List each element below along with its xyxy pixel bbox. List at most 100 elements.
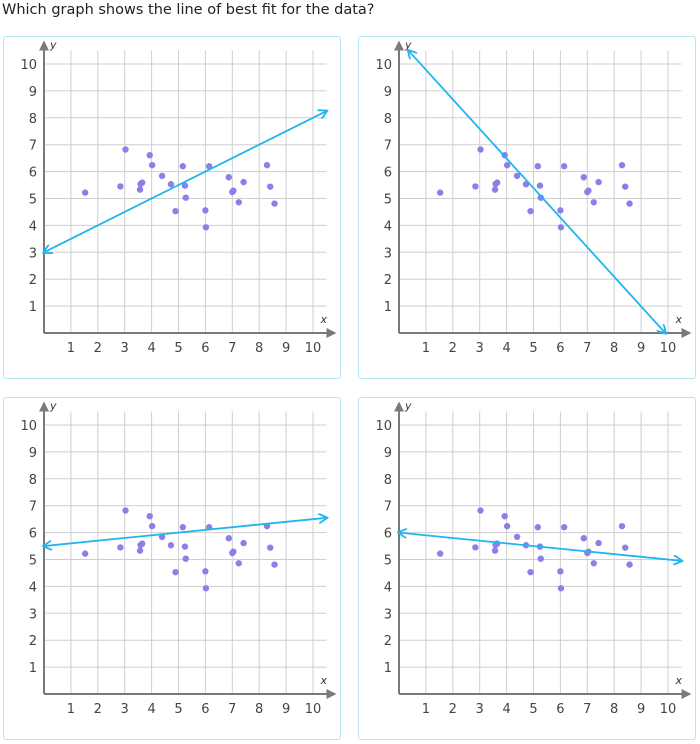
data-point: [472, 183, 479, 190]
data-point: [477, 507, 484, 514]
fit-line: [408, 51, 665, 333]
x-tick-label: 4: [147, 702, 155, 717]
y-tick-label: 8: [29, 112, 37, 127]
y-tick-label: 7: [384, 139, 392, 154]
data-point: [477, 146, 484, 153]
data-point: [585, 187, 592, 194]
data-point: [81, 189, 89, 196]
data-point: [202, 224, 210, 231]
data-point: [527, 207, 534, 215]
data-point: [560, 163, 568, 170]
y-tick-label: 8: [384, 473, 392, 488]
x-tick-label: 10: [305, 341, 322, 356]
data-point: [182, 194, 189, 201]
x-tick-label: 10: [660, 341, 677, 356]
data-point: [179, 163, 187, 170]
x-axis-label: x: [319, 313, 327, 326]
x-tick-label: 5: [174, 341, 182, 356]
y-tick-label: 6: [384, 166, 392, 181]
data-point: [138, 540, 146, 547]
x-axis-label: x: [674, 674, 682, 687]
y-tick-label: 6: [29, 166, 37, 181]
data-point: [202, 207, 209, 214]
data-point: [501, 512, 508, 520]
y-tick-label: 5: [384, 193, 392, 208]
y-tick-label: 9: [29, 85, 37, 100]
data-point: [240, 178, 247, 186]
y-tick-label: 3: [384, 246, 392, 261]
y-tick-label: 9: [384, 85, 392, 100]
answer-option-2[interactable]: 1 2 3 4 5 6 7 8 9 10 1 2 3 4 5 6 7 8 9 10 x y: [358, 36, 696, 379]
y-tick-label: 7: [29, 500, 37, 515]
data-point: [202, 585, 210, 592]
y-tick-label: 2: [384, 634, 392, 649]
data-point: [580, 535, 588, 542]
y-tick-label: 6: [29, 527, 37, 542]
y-tick-label: 4: [384, 219, 392, 234]
y-axis-label: y: [404, 39, 412, 52]
data-point: [136, 547, 144, 554]
data-point: [225, 535, 233, 542]
data-point: [117, 183, 124, 190]
data-point: [158, 172, 166, 180]
x-tick-label: 3: [121, 702, 129, 717]
y-tick-label: 1: [29, 661, 37, 676]
data-point: [557, 207, 564, 214]
x-tick-label: 7: [583, 702, 591, 717]
data-point: [534, 524, 542, 531]
data-point: [81, 550, 89, 557]
x-axis-label: x: [319, 674, 327, 687]
answer-option-3[interactable]: 1 2 3 4 5 6 7 8 9 10 1 2 3 4 5 6 7 8 9 10 x y: [3, 397, 341, 740]
data-point: [590, 560, 597, 567]
x-tick-label: 2: [449, 702, 457, 717]
x-tick-label: 2: [94, 702, 102, 717]
data-point: [167, 181, 175, 188]
data-point: [618, 522, 626, 530]
x-tick-label: 1: [422, 341, 430, 356]
question-text: Which graph shows the line of best fit f…: [2, 2, 375, 18]
answer-option-1[interactable]: 1 2 3 4 5 6 7 8 9 10 1 2 3 4 5 6 7 8 9 10 x y: [3, 36, 341, 379]
data-point: [622, 183, 629, 190]
y-axis-label: y: [49, 39, 57, 52]
y-tick-label: 9: [384, 446, 392, 461]
y-tick-label: 2: [384, 273, 392, 288]
x-tick-label: 4: [147, 341, 155, 356]
x-tick-label: 8: [610, 702, 618, 717]
data-point: [436, 189, 444, 196]
chart-1: 1 2 3 4 5 6 7 8 9 10 1 2 3 4 5 6 7 8 9 10 x y: [20, 39, 337, 356]
y-tick-label: 2: [29, 634, 37, 649]
x-tick-label: 2: [449, 341, 457, 356]
y-axis-label: y: [49, 400, 57, 413]
data-point: [235, 199, 242, 206]
data-point: [557, 585, 565, 592]
x-tick-label: 9: [282, 341, 290, 356]
x-tick-label: 9: [282, 702, 290, 717]
data-point: [626, 561, 633, 568]
data-point: [622, 544, 629, 551]
data-point: [136, 186, 144, 193]
y-tick-label: 4: [29, 580, 37, 595]
data-point: [491, 186, 499, 193]
x-tick-label: 9: [637, 341, 645, 356]
fit-line: [399, 533, 681, 561]
x-tick-label: 8: [255, 702, 263, 717]
y-tick-label: 7: [384, 500, 392, 515]
y-tick-label: 6: [384, 527, 392, 542]
chart-3: 1 2 3 4 5 6 7 8 9 10 1 2 3 4 5 6 7 8 9 10 x y: [20, 400, 337, 717]
x-tick-label: 9: [637, 702, 645, 717]
data-point: [172, 568, 179, 576]
fit-line: [44, 111, 326, 252]
data-point: [493, 179, 501, 186]
y-tick-label: 8: [29, 473, 37, 488]
y-axis-label: y: [404, 400, 412, 413]
data-point: [491, 547, 499, 554]
y-tick-label: 5: [384, 554, 392, 569]
answer-option-4[interactable]: 1 2 3 4 5 6 7 8 9 10 1 2 3 4 5 6 7 8 9 10 x y: [358, 397, 696, 740]
x-tick-label: 4: [502, 341, 510, 356]
y-tick-label: 3: [384, 607, 392, 622]
y-tick-label: 5: [29, 193, 37, 208]
x-tick-label: 6: [556, 702, 564, 717]
data-point: [230, 187, 237, 194]
y-tick-label: 9: [29, 446, 37, 461]
data-point: [267, 544, 274, 551]
